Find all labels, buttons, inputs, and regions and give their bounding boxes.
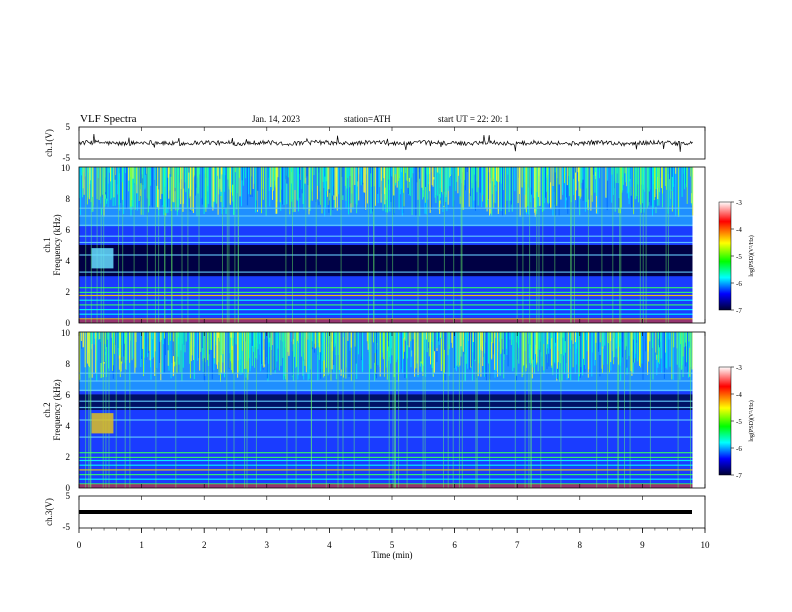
x-tick-label: 8 <box>578 540 583 550</box>
colorbar-tick-label: -6 <box>736 280 742 288</box>
ch2-ytick: 8 <box>66 359 71 369</box>
ch3-voltage-ytick-top: 5 <box>66 491 71 501</box>
ch2-spectrogram-ylabel-frequency: Frequency (kHz) <box>52 379 62 440</box>
ch1-ytick: 0 <box>66 318 71 328</box>
x-tick-label: 1 <box>139 540 144 550</box>
time-axis: 0 1 2 3 4 5 6 7 8 9 10 <box>77 127 710 550</box>
colorbar-tick-label: -6 <box>736 445 742 453</box>
ch1-spectrogram-ylabel-frequency: Frequency (kHz) <box>52 214 62 275</box>
ch1-colorbar-label: log(PSD)(V²/Hz) <box>748 235 755 276</box>
colorbar-tick-label: -5 <box>736 418 742 426</box>
ch2-colorbar-label: log(PSD)(V²/Hz) <box>748 400 755 441</box>
ch2-ytick: 2 <box>66 452 71 462</box>
colorbar-tick-label: -4 <box>736 391 742 399</box>
ch2-colorbar: -3 -4 -5 -6 -7 log(PSD)(V²/Hz) <box>718 364 755 480</box>
x-tick-label: 3 <box>265 540 270 550</box>
ch2-spectrogram <box>79 332 693 488</box>
date-label: Jan. 14, 2023 <box>252 114 300 124</box>
colorbar-tick-label: -4 <box>736 226 742 234</box>
colorbar-tick-label: -5 <box>736 253 742 261</box>
ch2-ytick: 4 <box>66 421 71 431</box>
ch1-ytick: 8 <box>66 194 71 204</box>
ch1-spectrogram-panel: ch.1 Frequency (kHz) 0 2 4 6 8 10 <box>42 163 706 328</box>
ch1-ytick: 2 <box>66 287 71 297</box>
ch1-spectrogram <box>79 167 694 323</box>
station-label: station=ATH <box>344 114 391 124</box>
ch1-voltage-ytick-top: 5 <box>66 122 71 132</box>
ch3-voltage-panel: 5 -5 ch.3(V) <box>44 491 706 532</box>
x-tick-label: 9 <box>640 540 645 550</box>
ch1-voltage-ylabel: ch.1(V) <box>44 129 54 157</box>
ch3-voltage-trace <box>79 510 692 514</box>
colorbar-tick-label: -3 <box>736 199 742 207</box>
ch1-ytick: 6 <box>66 225 71 235</box>
ch1-voltage-ytick-bottom: -5 <box>63 153 71 163</box>
x-tick-label: 5 <box>390 540 395 550</box>
ch3-voltage-ytick-bottom: -5 <box>63 522 71 532</box>
ch2-ytick: 10 <box>61 328 71 338</box>
x-tick-label: 4 <box>327 540 332 550</box>
chart-title: VLF Spectra <box>80 113 137 125</box>
x-tick-label: 10 <box>701 540 711 550</box>
ch2-spectrogram-panel: ch.2 Frequency (kHz) 0 2 4 6 8 10 <box>42 328 706 493</box>
ch1-voltage-trace <box>78 133 693 152</box>
ch2-spectrogram-ylabel-channel: ch.2 <box>42 402 52 417</box>
x-axis-label: Time (min) <box>372 550 413 560</box>
ch1-spectrogram-ylabel-channel: ch.1 <box>42 237 52 252</box>
ch1-colorbar: -3 -4 -5 -6 -7 log(PSD)(V²/Hz) <box>718 199 755 315</box>
x-tick-label: 7 <box>515 540 520 550</box>
colorbar-tick-label: -7 <box>736 307 742 315</box>
start-time-label: start UT = 22: 20: 1 <box>438 114 509 124</box>
colorbar-tick-label: -7 <box>736 472 742 480</box>
colorbar-tick-label: -3 <box>736 364 742 372</box>
ch1-ytick: 10 <box>61 163 71 173</box>
ch1-voltage-panel: 5 -5 ch.1(V) <box>44 122 706 163</box>
x-tick-label: 6 <box>452 540 457 550</box>
ch1-ytick: 4 <box>66 256 71 266</box>
ch3-voltage-ylabel: ch.3(V) <box>44 498 54 526</box>
x-tick-label: 0 <box>77 540 82 550</box>
ch2-ytick: 0 <box>66 483 71 493</box>
ch2-ytick: 6 <box>66 390 71 400</box>
x-tick-label: 2 <box>202 540 207 550</box>
